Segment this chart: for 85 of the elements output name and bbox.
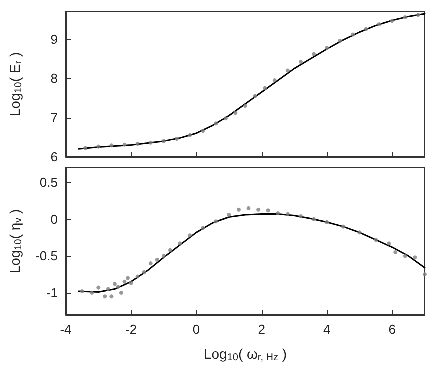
point xyxy=(341,224,346,229)
point xyxy=(403,254,408,258)
point xyxy=(84,146,88,150)
point xyxy=(351,32,356,37)
point xyxy=(136,142,140,146)
point xyxy=(148,262,153,266)
point xyxy=(96,144,101,149)
x-tick-label: 4 xyxy=(323,322,331,337)
y-tick-label: 0.5 xyxy=(40,175,58,190)
point xyxy=(266,208,270,213)
point xyxy=(403,15,408,20)
point xyxy=(234,111,238,116)
point xyxy=(142,270,146,274)
point xyxy=(103,294,108,299)
point xyxy=(119,290,124,295)
point xyxy=(286,212,290,216)
y-tick-label: 6 xyxy=(50,150,58,164)
point xyxy=(80,289,84,294)
y-axis-title: Log10( ηv ) xyxy=(7,209,24,274)
point xyxy=(224,116,228,121)
point xyxy=(246,206,251,210)
point xyxy=(390,19,394,24)
point xyxy=(96,286,101,290)
point xyxy=(236,208,241,212)
point xyxy=(110,144,114,148)
point xyxy=(155,258,160,262)
point xyxy=(413,256,418,260)
y-tick-label: -0.5 xyxy=(36,248,58,264)
y-tick-label: 7 xyxy=(50,110,58,126)
point xyxy=(286,68,290,73)
y-tick-label: 8 xyxy=(50,71,58,86)
line-series xyxy=(78,13,426,150)
y-axis-title: Log10( Er ) xyxy=(7,52,24,117)
point xyxy=(374,238,378,242)
y-tick-label: 9 xyxy=(50,32,58,47)
point xyxy=(122,142,127,147)
point xyxy=(253,94,258,98)
point xyxy=(110,294,114,299)
point xyxy=(178,242,182,246)
point xyxy=(298,60,303,64)
point xyxy=(298,214,303,219)
point xyxy=(188,133,192,138)
point xyxy=(126,276,130,280)
point xyxy=(263,86,268,90)
point xyxy=(325,220,330,224)
point xyxy=(188,234,192,238)
point xyxy=(116,285,120,290)
point xyxy=(272,78,277,83)
point xyxy=(148,140,153,145)
point xyxy=(394,250,398,255)
point xyxy=(214,122,218,126)
point xyxy=(106,287,110,292)
point xyxy=(214,220,218,224)
point xyxy=(276,212,280,216)
point xyxy=(201,129,206,134)
x-tick-label: 6 xyxy=(388,322,396,337)
point xyxy=(312,217,316,222)
y-tick-label: -1 xyxy=(46,285,58,300)
point xyxy=(168,248,172,252)
x-tick-label: -4 xyxy=(60,322,72,337)
point xyxy=(377,22,382,27)
point xyxy=(112,282,117,286)
point xyxy=(364,27,368,32)
x-tick-label: 0 xyxy=(192,322,200,337)
point xyxy=(136,274,140,279)
point xyxy=(122,280,127,284)
x-tick-label: -2 xyxy=(125,322,138,337)
point xyxy=(90,290,94,295)
point xyxy=(129,281,134,286)
x-tick-label: 2 xyxy=(258,322,266,337)
point xyxy=(201,226,206,230)
point xyxy=(423,272,427,277)
point xyxy=(227,213,232,218)
point xyxy=(244,104,248,108)
point xyxy=(174,136,179,141)
point xyxy=(338,39,342,43)
point xyxy=(162,139,166,144)
point xyxy=(387,242,392,246)
point xyxy=(162,254,166,258)
point xyxy=(358,230,362,235)
point xyxy=(256,208,261,212)
point xyxy=(416,13,420,18)
y-tick-label: 0 xyxy=(50,212,58,227)
point xyxy=(325,46,330,50)
point xyxy=(312,52,316,56)
